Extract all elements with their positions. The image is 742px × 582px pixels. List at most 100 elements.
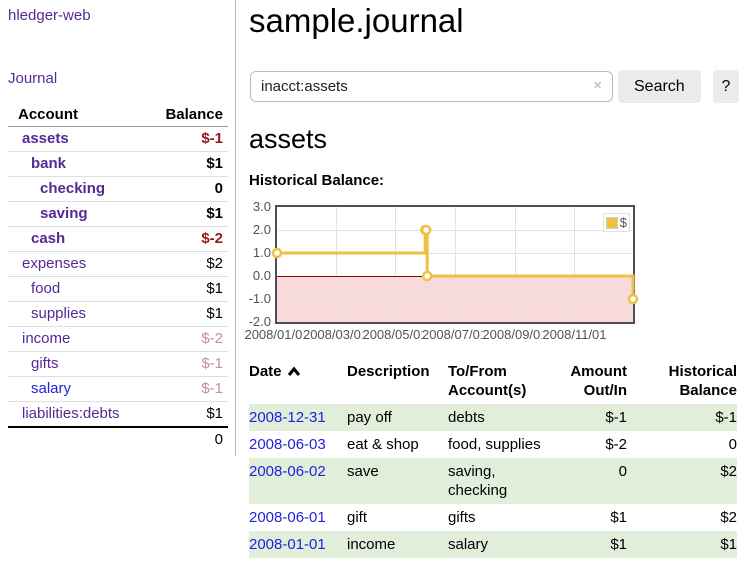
transaction-accounts: food, supplies: [448, 436, 541, 453]
chart-title: Historical Balance:: [249, 172, 385, 189]
y-axis-label: -2.0: [248, 314, 271, 329]
balance-series-line: [271, 224, 639, 305]
transaction-amount: $1: [610, 509, 627, 526]
transaction-accounts: salary: [448, 536, 489, 553]
x-axis-label: 2008/03/01: [302, 327, 369, 342]
account-link[interactable]: saving: [40, 205, 88, 222]
account-balance: $-2: [148, 226, 228, 252]
account-link[interactable]: liabilities:debts: [22, 405, 120, 422]
y-axis-label: 1.0: [252, 245, 271, 260]
account-balance: $-2: [148, 326, 228, 352]
help-button[interactable]: ?: [713, 70, 739, 103]
x-axis-label: 2008/11/01: [542, 327, 607, 342]
transaction-row: 2008-06-01 gift gifts $1 $2: [249, 504, 737, 531]
account-link[interactable]: checking: [40, 180, 106, 197]
transaction-accounts: debts: [448, 409, 485, 426]
transaction-date-link[interactable]: 2008-06-03: [249, 436, 326, 453]
account-balance: 0: [148, 176, 228, 202]
account-link[interactable]: salary: [31, 380, 72, 397]
x-axis-label: 2008/01/01: [244, 327, 310, 342]
account-balance: $1: [148, 201, 228, 227]
transaction-balance: $1: [720, 536, 737, 553]
date-header-label: Date: [249, 363, 282, 380]
balance-column-header: Historical Balance: [668, 363, 737, 399]
v-gridline: [454, 207, 456, 322]
chart-legend: $: [602, 213, 630, 232]
sidebar-divider: [235, 0, 236, 456]
data-point-marker: [627, 293, 639, 305]
x-axis-label: 2008/09/01: [482, 327, 548, 342]
search-input[interactable]: [250, 71, 613, 102]
balance-chart: $ 3.0 2.0 1.0 0.0 -1.0 -2.0 2008/01/01 2008/03/…: [244, 199, 665, 350]
account-link[interactable]: assets: [22, 130, 69, 147]
transaction-amount: $-1: [605, 409, 627, 426]
transaction-balance: 0: [728, 436, 737, 453]
account-balance: $1: [148, 401, 228, 428]
accounts-table: Account Balance assets $-1 bank $1 checking 0 sa…: [8, 103, 228, 452]
description-column-header: Description: [347, 363, 430, 380]
legend-swatch-icon: [605, 216, 618, 229]
account-row: assets $-1: [8, 126, 228, 152]
account-link[interactable]: supplies: [31, 305, 87, 322]
transaction-description: income: [347, 536, 396, 553]
account-link[interactable]: food: [31, 280, 61, 297]
data-point-marker: [420, 224, 432, 236]
sidebar-item-journal[interactable]: Journal: [8, 70, 58, 87]
clear-search-icon[interactable]: ×: [593, 77, 602, 94]
account-balance: $-1: [148, 126, 228, 152]
v-gridline: [335, 207, 337, 322]
transaction-description: save: [347, 463, 379, 480]
account-link[interactable]: income: [22, 330, 71, 347]
v-gridline: [514, 207, 516, 322]
y-axis-label: 3.0: [252, 199, 271, 214]
account-balance: $1: [148, 301, 228, 327]
transaction-description: pay off: [347, 409, 392, 426]
transaction-balance: $-1: [715, 409, 737, 426]
transaction-row: 2008-12-31 pay off debts $-1 $-1: [249, 404, 737, 431]
v-gridline: [395, 207, 397, 322]
account-heading: assets: [249, 124, 328, 154]
account-balance: $-1: [148, 376, 228, 402]
account-row: liabilities:debts $1: [8, 401, 228, 428]
accounts-total-row: 0: [8, 426, 228, 452]
transaction-accounts: gifts: [448, 509, 476, 526]
date-column-header[interactable]: Date: [249, 358, 347, 404]
data-point-marker: [421, 270, 433, 282]
account-row: bank $1: [8, 151, 228, 177]
transaction-accounts: saving, checking: [448, 463, 508, 499]
transaction-row: 2008-06-02 save saving, checking 0 $2: [249, 458, 737, 504]
transaction-description: eat & shop: [347, 436, 419, 453]
app-title-link[interactable]: hledger-web: [8, 7, 91, 24]
account-row: supplies $1: [8, 301, 228, 327]
transaction-balance: $2: [720, 463, 737, 480]
chevron-up-icon: [287, 366, 300, 376]
transaction-date-link[interactable]: 2008-06-02: [249, 463, 326, 480]
legend-label: $: [619, 215, 627, 230]
accounts-column-header: To/From Account(s): [448, 363, 527, 399]
account-row: saving $1: [8, 201, 228, 227]
account-balance: $-1: [148, 351, 228, 377]
account-balance: $1: [148, 276, 228, 302]
transaction-amount: 0: [618, 463, 627, 480]
account-link[interactable]: gifts: [31, 355, 59, 372]
transaction-row: 2008-01-01 income salary $1 $1: [249, 531, 737, 558]
x-axis-label: 2008/07/01: [421, 327, 488, 342]
account-link[interactable]: expenses: [22, 255, 87, 272]
v-gridline: [574, 207, 576, 322]
search-button[interactable]: Search: [618, 70, 701, 103]
balance-column-header: Balance: [148, 103, 228, 127]
transaction-date-link[interactable]: 2008-12-31: [249, 409, 326, 426]
account-link[interactable]: bank: [31, 155, 67, 172]
account-link[interactable]: cash: [31, 230, 66, 247]
account-row: expenses $2: [8, 251, 228, 277]
page-title: sample.journal: [249, 2, 464, 39]
account-balance: $2: [148, 251, 228, 277]
y-axis-label: 0.0: [252, 268, 271, 283]
chart-plot: $: [271, 205, 639, 324]
transaction-amount: $-2: [605, 436, 627, 453]
transaction-description: gift: [347, 509, 368, 526]
account-row: salary $-1: [8, 376, 228, 402]
transaction-date-link[interactable]: 2008-01-01: [249, 536, 326, 553]
transaction-date-link[interactable]: 2008-06-01: [249, 509, 326, 526]
